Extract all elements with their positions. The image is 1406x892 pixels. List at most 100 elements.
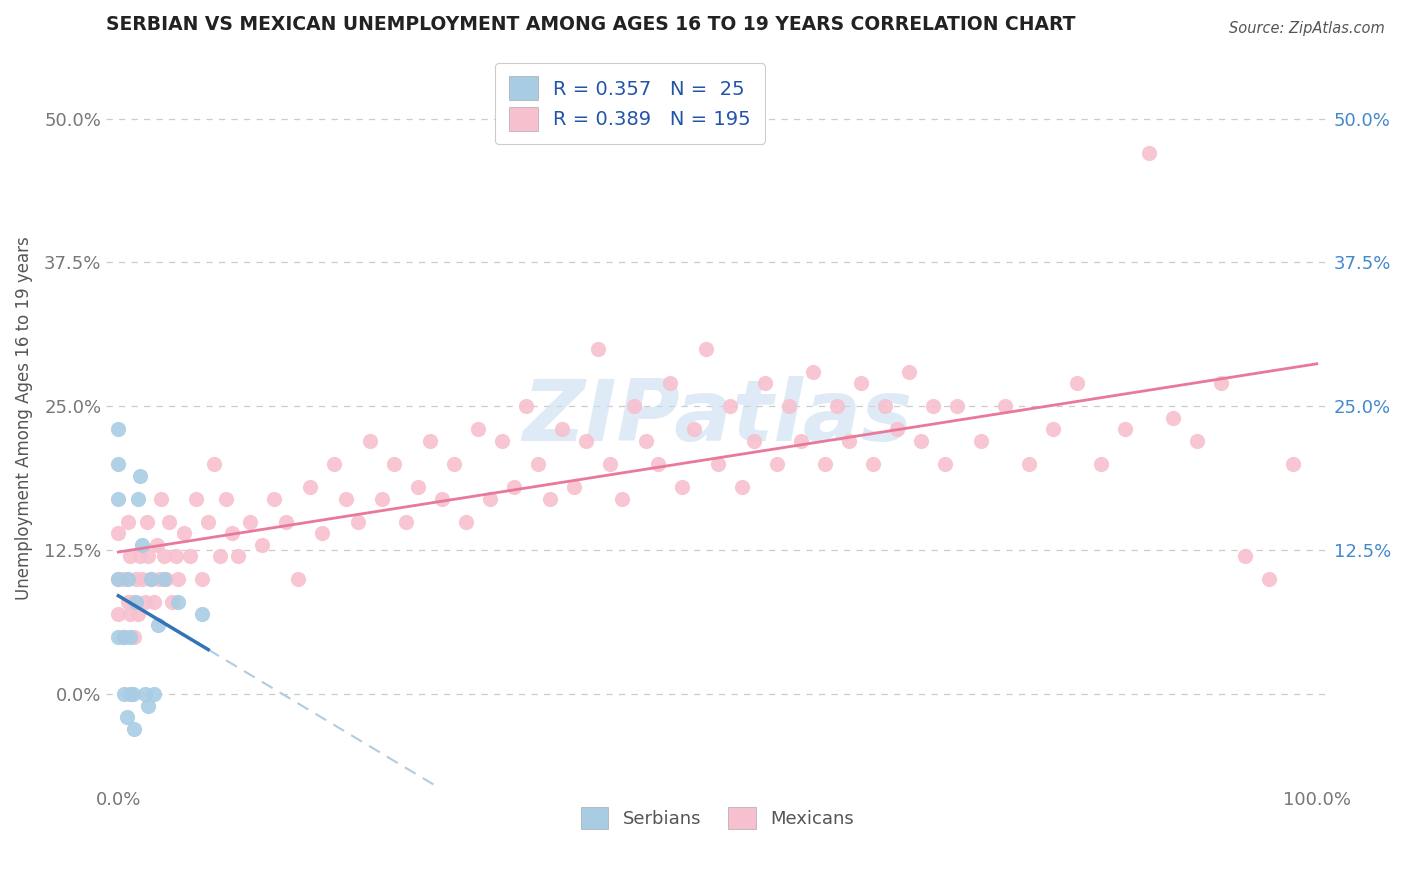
Point [120, 549, 142, 563]
Point [155, 572, 177, 586]
Point [526, 457, 548, 471]
Point [371, 491, 394, 506]
Point [143, 595, 166, 609]
Point [209, 549, 232, 563]
Point [148, 572, 170, 586]
Point [136, 698, 159, 713]
Point [1233, 549, 1256, 563]
Point [191, 572, 214, 586]
Point [122, 630, 145, 644]
Point [250, 538, 273, 552]
Point [122, 722, 145, 736]
Point [634, 434, 657, 448]
Point [610, 491, 633, 506]
Point [754, 376, 776, 391]
Point [107, 526, 129, 541]
Point [599, 457, 621, 471]
Point [107, 457, 129, 471]
Point [117, 515, 139, 529]
Point [1209, 376, 1232, 391]
Point [107, 572, 129, 586]
Point [623, 400, 645, 414]
Point [562, 480, 585, 494]
Point [112, 687, 135, 701]
Point [1137, 146, 1160, 161]
Point [1161, 411, 1184, 425]
Point [1114, 422, 1136, 436]
Point [153, 572, 176, 586]
Point [131, 572, 153, 586]
Point [197, 515, 219, 529]
Legend: Serbians, Mexicans: Serbians, Mexicans [574, 800, 860, 837]
Point [121, 687, 143, 701]
Point [107, 630, 129, 644]
Point [478, 491, 501, 506]
Point [112, 572, 135, 586]
Point [134, 687, 156, 701]
Point [419, 434, 441, 448]
Point [827, 400, 849, 414]
Point [803, 365, 825, 379]
Point [299, 480, 322, 494]
Point [1281, 457, 1303, 471]
Point [682, 422, 704, 436]
Point [145, 538, 167, 552]
Point [695, 342, 717, 356]
Point [153, 549, 176, 563]
Point [886, 422, 908, 436]
Point [167, 572, 190, 586]
Point [263, 491, 285, 506]
Point [790, 434, 813, 448]
Point [814, 457, 837, 471]
Point [910, 434, 932, 448]
Point [1185, 434, 1208, 448]
Point [934, 457, 956, 471]
Point [658, 376, 681, 391]
Point [575, 434, 598, 448]
Point [359, 434, 381, 448]
Point [766, 457, 789, 471]
Text: ZIPatlas: ZIPatlas [523, 376, 912, 459]
Point [120, 687, 142, 701]
Point [347, 515, 370, 529]
Point [157, 515, 180, 529]
Point [173, 526, 195, 541]
Point [125, 572, 148, 586]
Point [215, 491, 238, 506]
Point [1257, 572, 1279, 586]
Point [150, 491, 173, 506]
Point [647, 457, 669, 471]
Point [515, 400, 537, 414]
Point [120, 630, 142, 644]
Point [134, 595, 156, 609]
Point [922, 400, 945, 414]
Point [671, 480, 693, 494]
Point [851, 376, 873, 391]
Point [730, 480, 752, 494]
Y-axis label: Unemployment Among Ages 16 to 19 years: Unemployment Among Ages 16 to 19 years [15, 236, 32, 599]
Point [287, 572, 309, 586]
Point [143, 687, 166, 701]
Text: Source: ZipAtlas.com: Source: ZipAtlas.com [1229, 21, 1385, 37]
Point [129, 549, 152, 563]
Point [127, 607, 149, 621]
Point [107, 572, 129, 586]
Point [221, 526, 243, 541]
Point [136, 549, 159, 563]
Point [1042, 422, 1064, 436]
Point [323, 457, 346, 471]
Point [239, 515, 262, 529]
Point [454, 515, 477, 529]
Point [862, 457, 884, 471]
Point [107, 607, 129, 621]
Point [311, 526, 333, 541]
Point [430, 491, 453, 506]
Point [718, 400, 741, 414]
Point [226, 549, 249, 563]
Point [107, 422, 129, 436]
Point [491, 434, 513, 448]
Point [443, 457, 465, 471]
Point [335, 491, 357, 506]
Text: SERBIAN VS MEXICAN UNEMPLOYMENT AMONG AGES 16 TO 19 YEARS CORRELATION CHART: SERBIAN VS MEXICAN UNEMPLOYMENT AMONG AG… [107, 15, 1076, 34]
Point [1018, 457, 1040, 471]
